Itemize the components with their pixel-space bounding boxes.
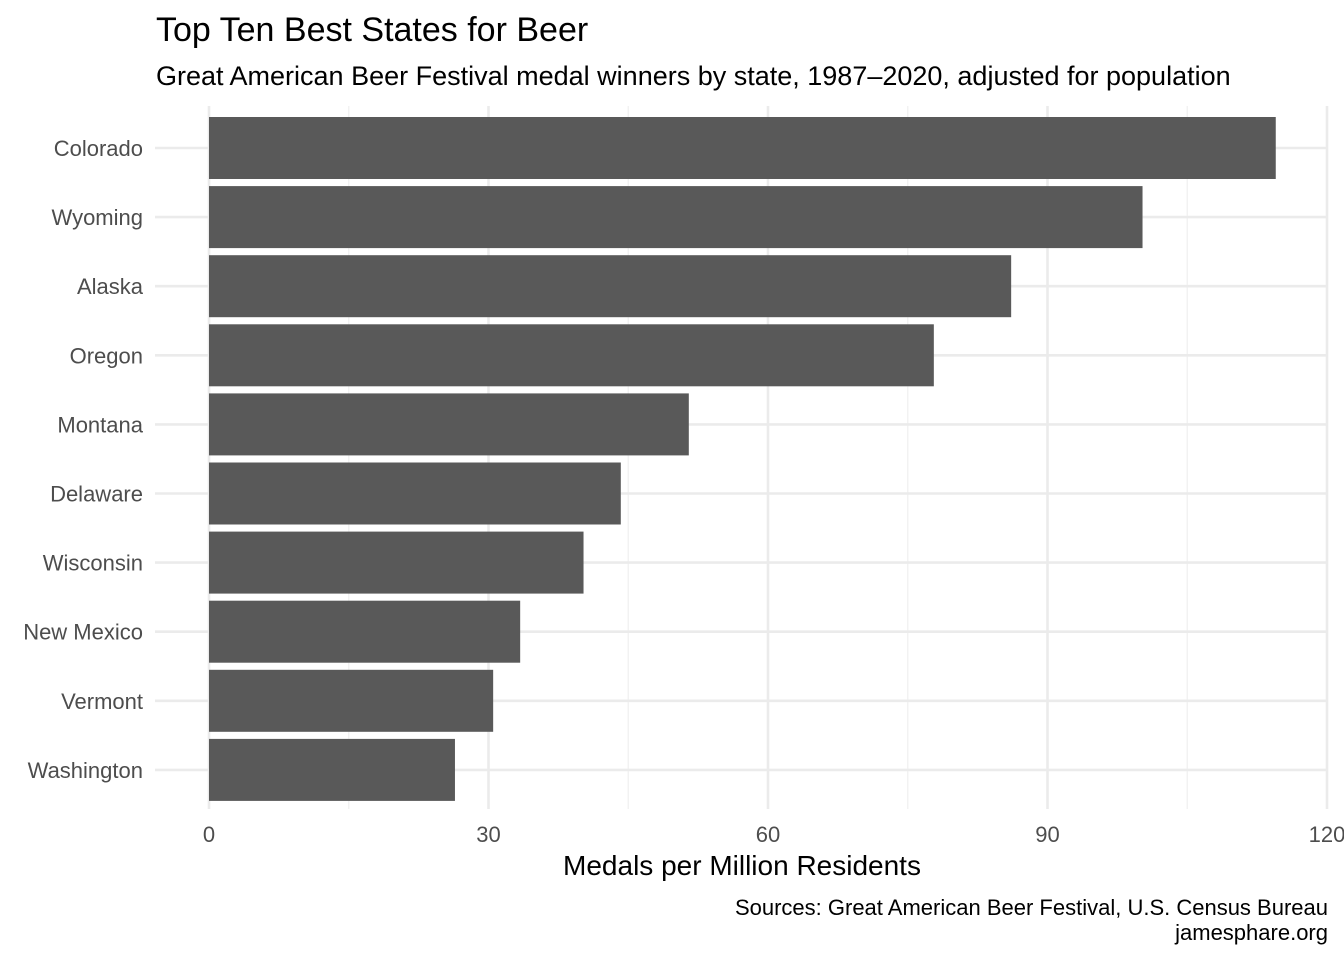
bar-delaware — [209, 462, 621, 525]
bar-new-mexico — [209, 600, 521, 663]
y-tick-label: Wisconsin — [43, 551, 143, 576]
bar-wyoming — [209, 186, 1143, 249]
x-tick-label: 60 — [756, 822, 780, 847]
x-tick-label: 90 — [1035, 822, 1059, 847]
y-tick-label: Wyoming — [52, 205, 144, 230]
bar-washington — [209, 738, 455, 801]
bar-oregon — [209, 324, 934, 387]
y-tick-label: Vermont — [61, 689, 143, 714]
x-tick-label: 30 — [476, 822, 500, 847]
x-tick-label: 0 — [203, 822, 215, 847]
bar-vermont — [209, 669, 494, 732]
x-axis-title: Medals per Million Residents — [563, 850, 921, 881]
bar-alaska — [209, 255, 1012, 318]
bar-wisconsin — [209, 531, 584, 594]
chart-subtitle: Great American Beer Festival medal winne… — [156, 61, 1231, 91]
y-tick-label: Colorado — [54, 136, 143, 161]
x-tick-label: 120 — [1309, 822, 1344, 847]
chart-title: Top Ten Best States for Beer — [156, 11, 588, 49]
x-axis-tick-labels: 0 30 60 90 120 — [203, 822, 1344, 847]
y-tick-label: Oregon — [70, 343, 143, 368]
y-tick-label: Montana — [57, 412, 143, 437]
y-tick-label: New Mexico — [23, 620, 143, 645]
y-tick-label: Washington — [28, 758, 143, 783]
y-tick-label: Alaska — [77, 274, 144, 299]
caption-website: jamesphare.org — [1174, 920, 1328, 945]
bar-montana — [209, 393, 689, 456]
bars — [209, 117, 1276, 801]
y-tick-label: Delaware — [50, 482, 143, 507]
bar-colorado — [209, 117, 1276, 179]
y-axis-tick-labels: Colorado Wyoming Alaska Oregon Montana Delawa… — [23, 136, 144, 783]
caption-sources: Sources: Great American Beer Festival, U… — [735, 895, 1328, 920]
